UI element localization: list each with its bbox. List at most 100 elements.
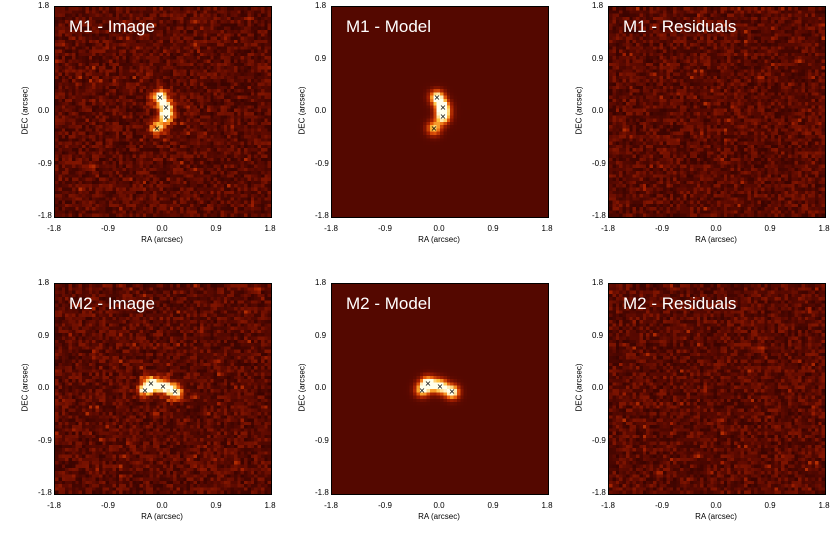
x-tick-label: -0.9	[378, 501, 392, 510]
heatmap-plot-area: M1 - Image	[54, 6, 272, 218]
x-axis-label: RA (arcsec)	[418, 235, 460, 244]
y-tick-label: 1.8	[38, 1, 50, 10]
source-marker	[437, 383, 444, 390]
panel-title: M2 - Model	[346, 294, 432, 313]
x-tick-label: 1.8	[541, 501, 553, 510]
x-tick-label: 0.0	[433, 224, 445, 233]
y-tick-label: 0.0	[38, 106, 50, 115]
heatmap-plot-area: M2 - Model	[331, 283, 549, 495]
y-tick-label: 1.8	[315, 1, 327, 10]
source-marker	[419, 387, 426, 394]
x-axis-label: RA (arcsec)	[695, 512, 737, 521]
y-tick-label: 1.8	[38, 278, 50, 287]
source-marker	[160, 383, 167, 390]
x-tick-label: 0.0	[156, 224, 168, 233]
x-tick-label: 0.9	[487, 224, 499, 233]
heatmap-image	[55, 7, 271, 217]
y-tick-label: 0.9	[315, 330, 327, 340]
y-tick-label: -0.9	[315, 435, 329, 445]
panel-title: M1 - Model	[346, 17, 432, 36]
x-axis-label: RA (arcsec)	[695, 235, 737, 244]
source-marker	[163, 114, 170, 121]
x-tick-label: -0.9	[378, 224, 392, 233]
y-tick-label: 0.9	[315, 53, 327, 63]
source-marker	[163, 104, 170, 111]
x-tick-label: 0.9	[210, 224, 222, 233]
y-axis-label: DEC (arcsec)	[20, 86, 30, 135]
y-tick-label: -0.9	[38, 435, 52, 445]
y-tick-label: -0.9	[592, 435, 606, 445]
y-tick-label: 1.8	[592, 1, 604, 10]
y-tick-label: 0.9	[592, 53, 604, 63]
x-tick-label: -1.8	[47, 224, 61, 233]
y-tick-label: 0.9	[38, 330, 50, 340]
source-marker	[440, 113, 447, 120]
x-tick-label: 1.8	[818, 501, 830, 510]
panel-title: M2 - Image	[69, 294, 155, 313]
heatmap-plot-area: M2 - Residuals	[608, 283, 826, 495]
x-tick-label: 0.9	[210, 501, 222, 510]
y-axis-label: DEC (arcsec)	[574, 363, 584, 412]
heatmap-plot-area: M2 - Image	[54, 283, 272, 495]
source-marker	[172, 388, 179, 395]
y-axis-label: DEC (arcsec)	[297, 86, 307, 135]
y-tick-label: -0.9	[38, 158, 52, 168]
x-tick-label: 0.0	[156, 501, 168, 510]
x-axis-label: RA (arcsec)	[141, 235, 183, 244]
y-tick-label: -1.8	[315, 211, 329, 220]
y-tick-label: -1.8	[592, 488, 606, 497]
panel-title: M1 - Image	[69, 17, 155, 36]
source-marker	[449, 388, 456, 395]
x-tick-label: 1.8	[541, 224, 553, 233]
y-tick-label: -0.9	[315, 158, 329, 168]
x-tick-label: -0.9	[101, 224, 115, 233]
y-tick-label: 0.0	[592, 383, 604, 392]
y-tick-label: -1.8	[592, 211, 606, 220]
heatmap-plot-area: M1 - Residuals	[608, 6, 826, 218]
source-marker	[440, 104, 447, 111]
x-tick-label: -0.9	[655, 501, 669, 510]
x-tick-label: 0.9	[764, 224, 776, 233]
x-tick-label: -1.8	[601, 501, 615, 510]
x-tick-label: 0.0	[710, 224, 722, 233]
x-tick-label: 1.8	[818, 224, 830, 233]
source-marker	[142, 387, 149, 394]
source-marker	[154, 125, 161, 132]
x-tick-label: 1.8	[264, 224, 276, 233]
source-marker	[148, 380, 155, 387]
y-axis-label: DEC (arcsec)	[297, 363, 307, 412]
y-tick-label: -0.9	[592, 158, 606, 168]
y-tick-label: 0.0	[38, 383, 50, 392]
x-tick-label: -1.8	[47, 501, 61, 510]
x-tick-label: 1.8	[264, 501, 276, 510]
y-tick-label: -1.8	[38, 488, 52, 497]
y-tick-label: 0.9	[38, 53, 50, 63]
source-marker	[425, 380, 432, 387]
x-tick-label: -1.8	[324, 224, 338, 233]
y-axis-label: DEC (arcsec)	[574, 86, 584, 135]
y-axis-label: DEC (arcsec)	[20, 363, 30, 412]
x-tick-label: 0.9	[487, 501, 499, 510]
x-axis-label: RA (arcsec)	[418, 512, 460, 521]
y-tick-label: 1.8	[315, 278, 327, 287]
y-tick-label: 0.0	[315, 106, 327, 115]
source-marker	[434, 94, 441, 101]
x-axis-label: RA (arcsec)	[141, 512, 183, 521]
y-tick-label: 0.9	[592, 330, 604, 340]
panel-title: M2 - Residuals	[623, 294, 737, 313]
x-tick-label: 0.0	[433, 501, 445, 510]
x-tick-label: -1.8	[324, 501, 338, 510]
y-tick-label: -1.8	[38, 211, 52, 220]
panel-title: M1 - Residuals	[623, 17, 737, 36]
y-tick-label: 1.8	[592, 278, 604, 287]
y-tick-label: 0.0	[592, 106, 604, 115]
source-marker	[157, 94, 164, 101]
y-tick-label: 0.0	[315, 383, 327, 392]
x-tick-label: -0.9	[655, 224, 669, 233]
x-tick-label: 0.0	[710, 501, 722, 510]
heatmap-image	[609, 7, 825, 217]
x-tick-label: 0.9	[764, 501, 776, 510]
heatmap-image	[609, 284, 825, 494]
source-marker	[431, 125, 438, 132]
y-tick-label: -1.8	[315, 488, 329, 497]
